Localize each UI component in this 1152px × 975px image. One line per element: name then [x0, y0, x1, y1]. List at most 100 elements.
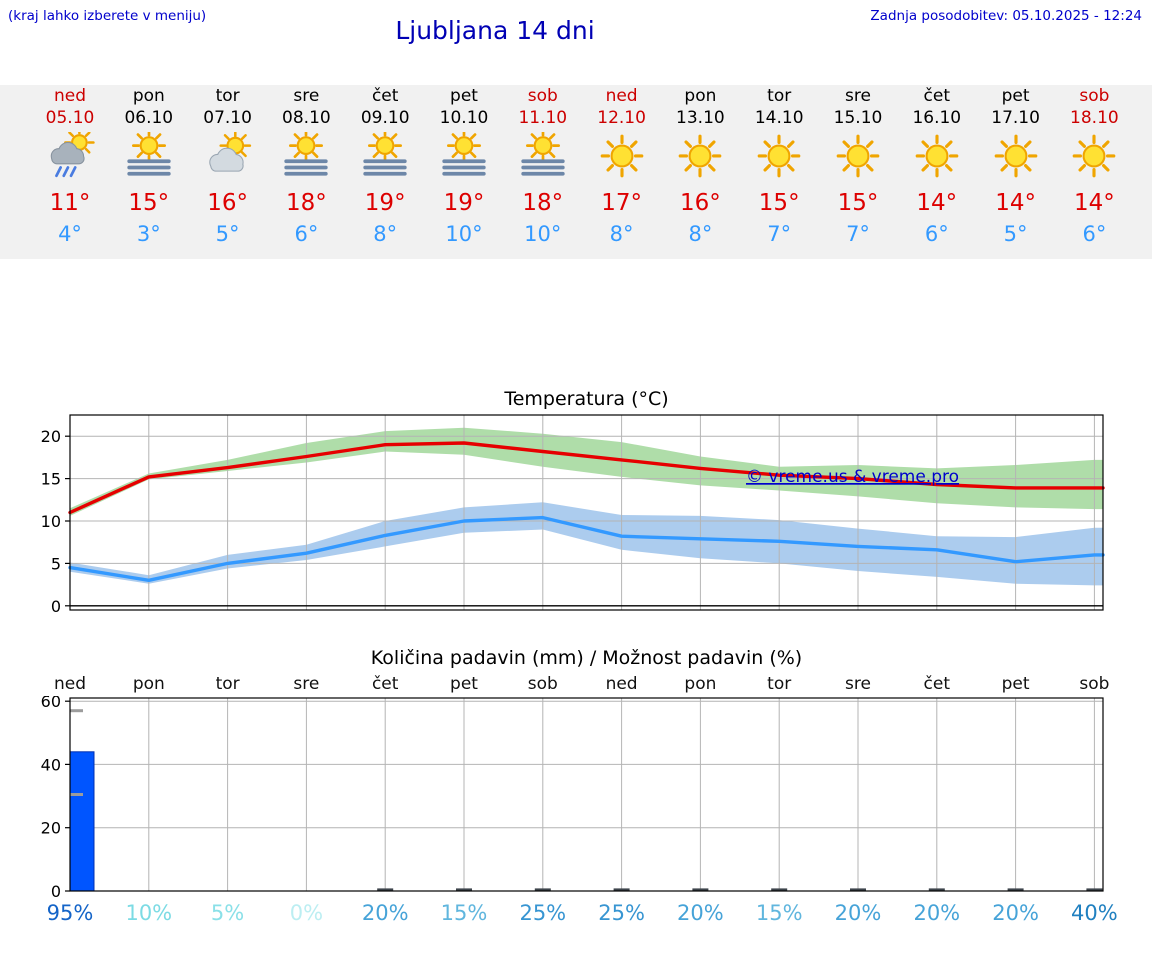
probability-label: 20%	[361, 901, 409, 925]
day-name: čet	[923, 86, 951, 106]
max-temperature: 14°	[1074, 190, 1115, 216]
day-date: 11.10	[518, 108, 568, 128]
precip-bar	[70, 751, 95, 891]
watermark-link[interactable]: © vreme.us & vreme.pro	[746, 467, 959, 487]
day-name: tor	[767, 86, 792, 106]
temperature-chart: 0 5 10 15 20 © vreme.us & vreme.pro	[41, 414, 1105, 616]
day-label: čet	[371, 674, 399, 694]
forecast-day: čet 09.10 19° 8°	[345, 85, 425, 246]
max-temperature: 16°	[207, 190, 248, 216]
chart-border	[69, 697, 1104, 892]
day-date: 14.10	[754, 108, 804, 128]
probability-label: 95%	[46, 901, 94, 925]
probability-label: 0%	[289, 901, 324, 925]
day-name: pet	[450, 86, 478, 106]
probability-label: 15%	[440, 901, 488, 925]
precip-trace-bar	[613, 888, 630, 891]
sun-icon	[818, 132, 898, 184]
max-temp-line	[68, 441, 1105, 515]
y-axis-label: 20	[41, 819, 61, 838]
day-label: pet	[1001, 674, 1030, 694]
min-temperature: 6°	[924, 222, 949, 246]
day-name: pon	[132, 86, 165, 106]
precip-chart-title: Količina padavin (mm) / Možnost padavin …	[370, 647, 803, 669]
day-date: 18.10	[1070, 108, 1119, 128]
day-date: 10.10	[439, 108, 489, 128]
min-temperature: 7°	[846, 222, 870, 246]
location-hint: (kraj lahko izberete v meniju)	[8, 8, 207, 24]
day-name: pon	[684, 86, 717, 106]
precip-trace-bar	[377, 888, 394, 891]
min-temperature: 7°	[767, 222, 792, 246]
y-axis-label: 0	[51, 882, 61, 900]
day-date: 15.10	[833, 108, 883, 128]
day-date: 06.10	[124, 108, 174, 128]
day-label: tor	[767, 674, 792, 694]
day-label: pon	[132, 674, 165, 694]
day-label: sre	[293, 674, 320, 694]
forecast-day: pon 13.10 16° 8°	[660, 85, 740, 246]
min-temp-line	[68, 515, 1105, 583]
forecast-day: tor 14.10 15° 7°	[739, 85, 819, 246]
day-date: 13.10	[676, 108, 725, 128]
y-axis-label: 60	[41, 696, 61, 711]
y-axis-label: 10	[41, 512, 61, 531]
forecast-day: ned 12.10 17° 8°	[582, 85, 662, 246]
bars-group	[70, 709, 1103, 891]
precip-trace-bar	[1007, 888, 1024, 891]
day-label: pet	[450, 674, 478, 694]
sun-rain-icon	[30, 127, 110, 184]
sun-fog-icon	[109, 128, 189, 184]
day-label: sre	[845, 674, 871, 694]
probability-label: 20%	[992, 901, 1039, 925]
last-updated: Zadnja posodobitev: 05.10.2025 - 12:24	[870, 8, 1142, 24]
min-temperature: 10°	[524, 222, 562, 246]
sun-fog-icon	[345, 128, 425, 184]
day-date: 16.10	[912, 108, 962, 128]
sun-cloud-icon	[188, 129, 268, 184]
precip-trace-bar	[850, 888, 866, 891]
precip-trace-bar	[1086, 888, 1103, 891]
y-axis-label: 15	[41, 470, 61, 489]
sun-fog-icon	[424, 128, 504, 184]
y-axis-label: 20	[41, 427, 61, 446]
day-name: tor	[215, 86, 240, 106]
probability-label: 15%	[755, 901, 803, 925]
day-date: 05.10	[45, 108, 95, 128]
day-date: 09.10	[360, 108, 410, 128]
day-label: sob	[1079, 674, 1110, 694]
precip-trace-bar	[456, 888, 472, 891]
probability-label: 5%	[210, 901, 245, 925]
day-name: čet	[371, 86, 399, 106]
precipitation-chart: 0 20 40 60	[41, 696, 1104, 900]
min-temperature: 4°	[58, 222, 82, 246]
sun-icon	[1054, 132, 1134, 184]
min-temperature: 6°	[294, 222, 319, 246]
day-name: ned	[53, 86, 87, 106]
precip-range-marker	[70, 709, 83, 713]
max-temperature: 18°	[286, 190, 327, 216]
max-temperature: 18°	[522, 190, 564, 216]
max-temperature: 17°	[601, 190, 642, 216]
sun-fog-icon	[266, 128, 346, 184]
y-axis-label: 5	[51, 554, 61, 573]
day-name: sre	[845, 86, 871, 106]
forecast-day: tor 07.10 16° 5°	[188, 85, 268, 246]
precip-trace-bar	[534, 888, 551, 891]
day-label: tor	[215, 674, 240, 694]
day-name: sob	[1079, 86, 1110, 106]
sun-fog-icon	[503, 128, 583, 184]
forecast-strip: ned 05.10 11° 4° pon 06.10 15° 3° tor 07.10 16° 5° s…	[0, 85, 1152, 259]
probability-label: 10%	[125, 901, 173, 925]
probability-label: 20%	[677, 901, 724, 925]
precip-trace-bar	[928, 888, 945, 891]
min-temperature: 6°	[1082, 222, 1107, 246]
day-label: sob	[527, 674, 558, 694]
forecast-day: čet 16.10 14° 6°	[897, 85, 977, 246]
max-temp-band	[70, 427, 1103, 516]
forecast-day: pon 06.10 15° 3°	[109, 85, 189, 246]
y-axis-label: 0	[51, 597, 61, 616]
forecast-day: sob 11.10 18° 10°	[503, 85, 583, 246]
day-name: sre	[293, 86, 320, 106]
precip-trace-bar	[771, 888, 788, 891]
